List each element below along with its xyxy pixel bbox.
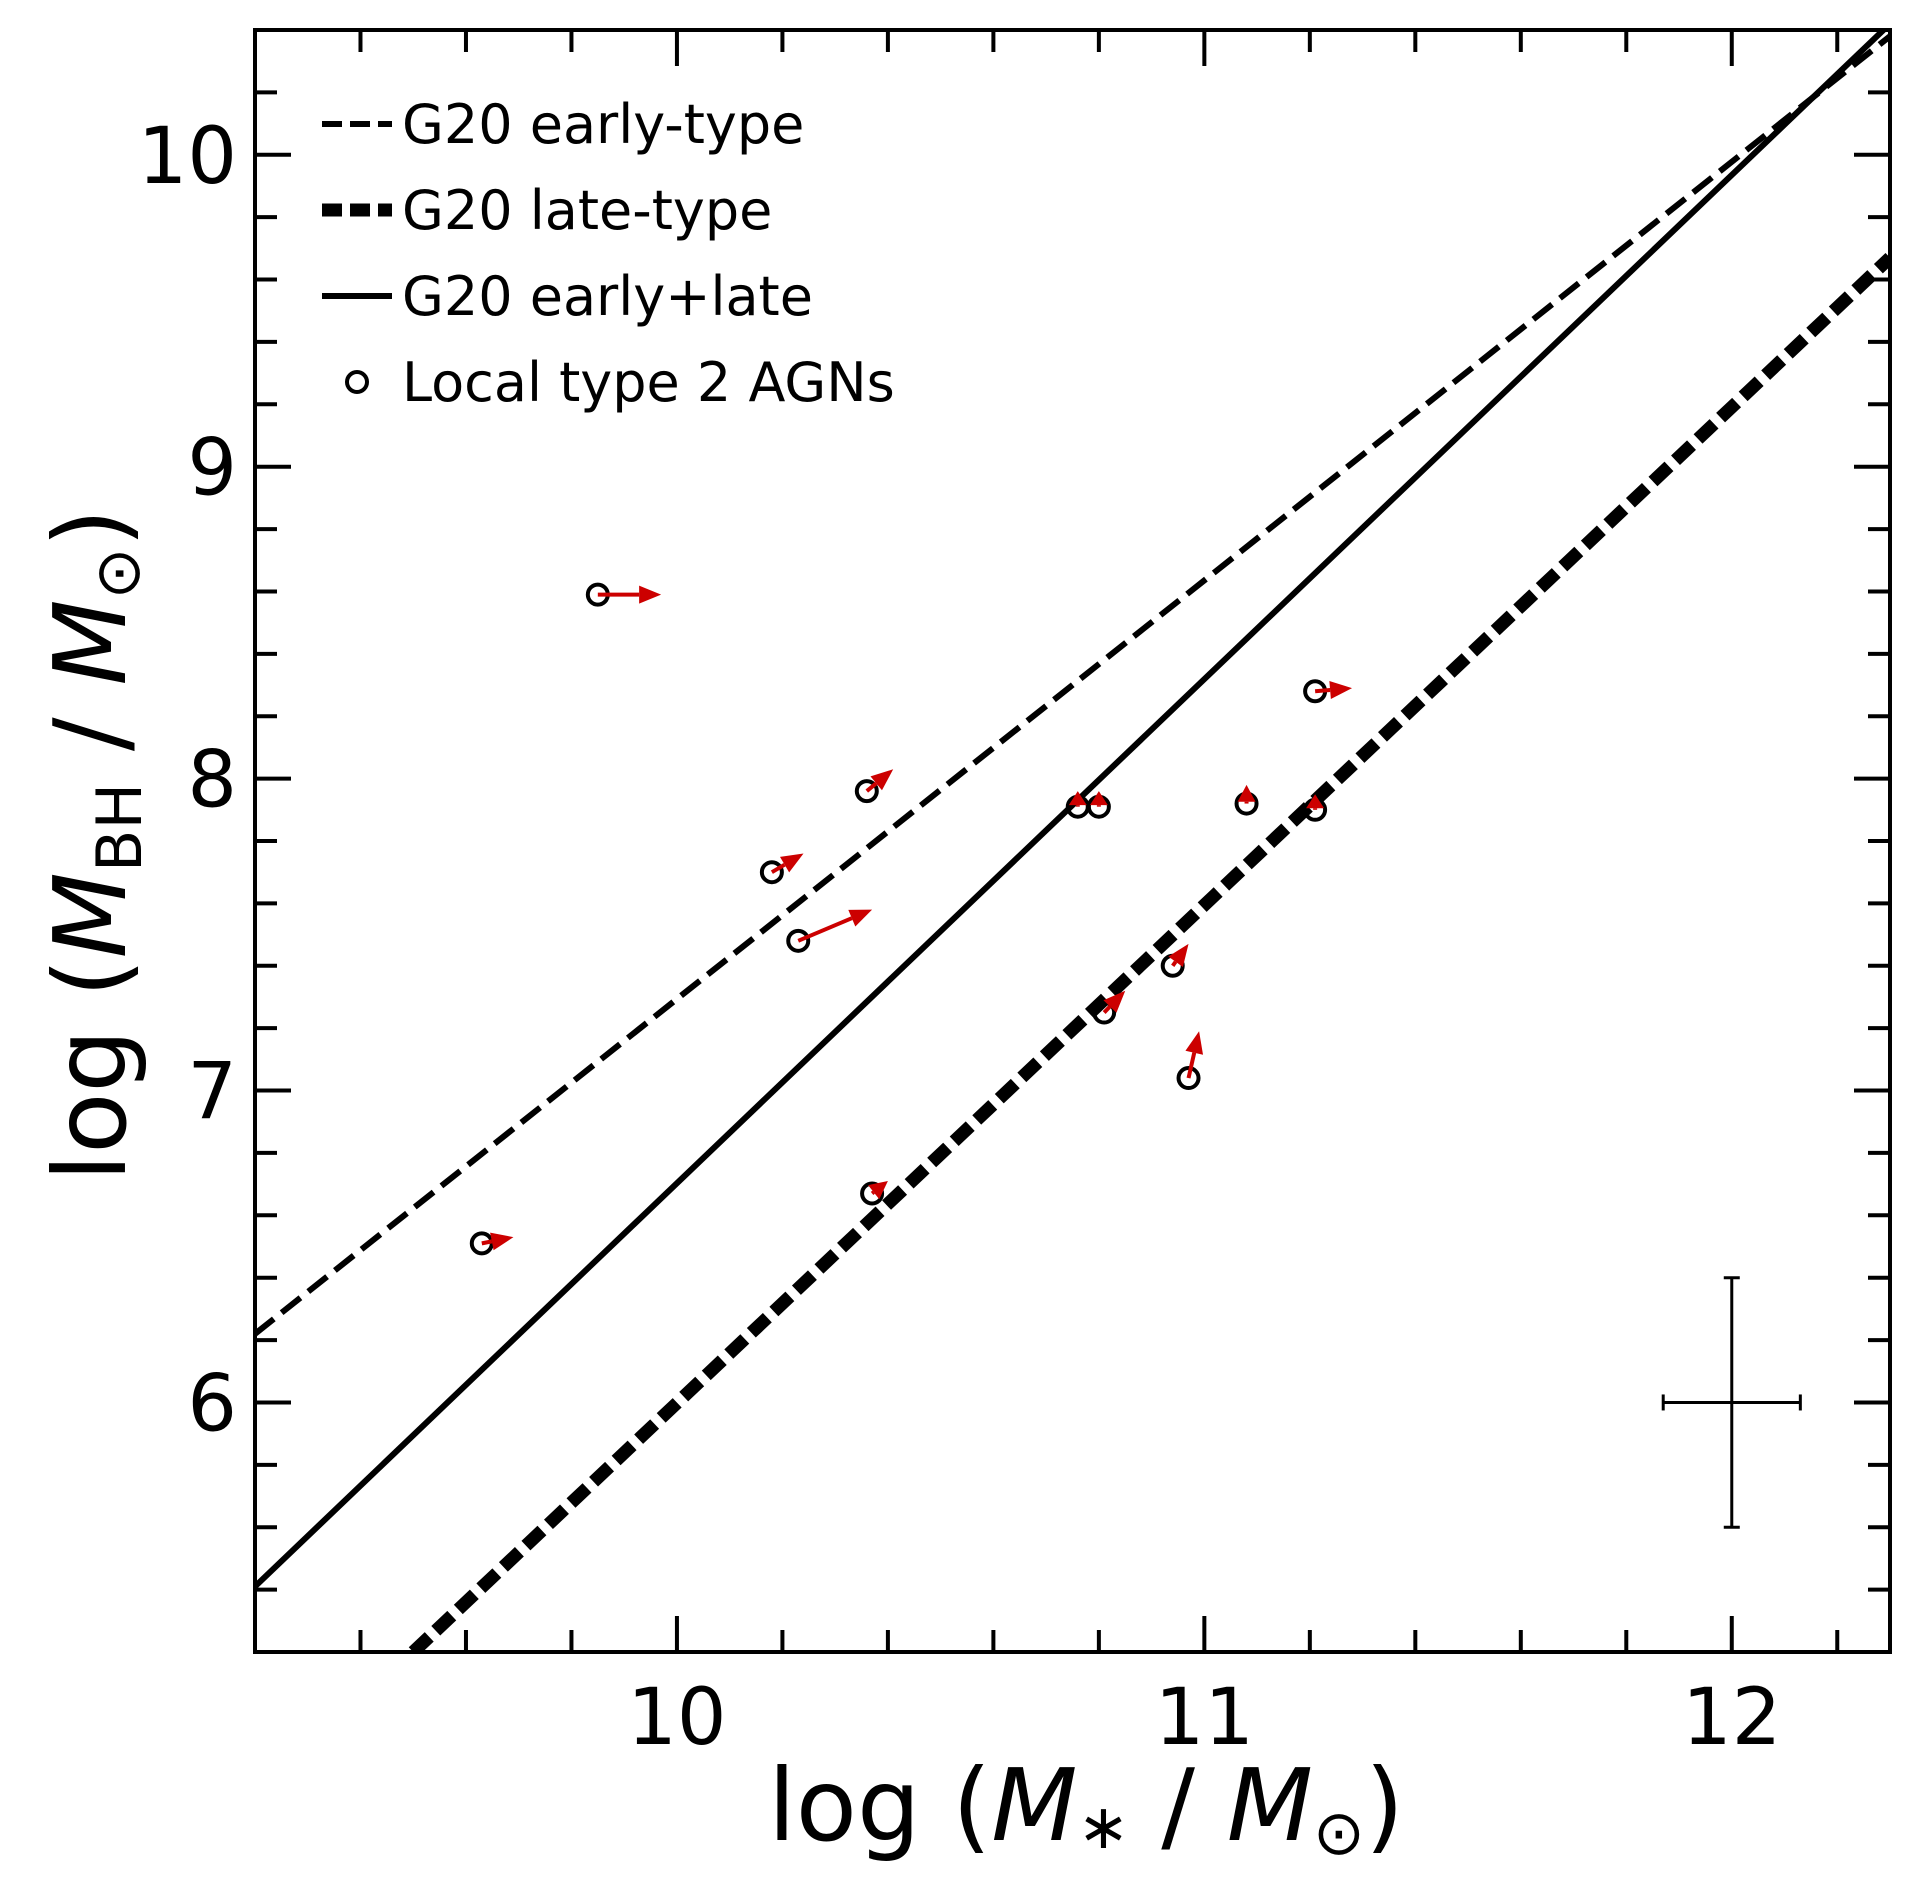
shift-arrow-head <box>868 1180 888 1200</box>
shift-arrow-shaft <box>1314 688 1331 694</box>
x-tick-label: 12 <box>1682 1673 1781 1763</box>
shift-arrow-shaft <box>865 781 878 793</box>
y-tick-label: 10 <box>138 112 237 202</box>
plot-points <box>469 582 1353 1256</box>
shift-arrow-head <box>1089 791 1108 806</box>
y-tick-label: 8 <box>187 736 237 826</box>
shift-arrow-head <box>1306 794 1325 809</box>
shift-arrow-head <box>870 769 894 791</box>
y-tick-labels: 6 7 8 9 10 <box>138 112 237 1450</box>
plot-frame <box>253 28 1892 1654</box>
shift-arrow-shaft <box>1186 1052 1197 1079</box>
shift-arrow-head <box>1103 990 1126 1013</box>
data-point <box>860 1181 885 1206</box>
shift-arrow-head <box>1168 943 1189 968</box>
y-axis-title: log (MBH / M⊙) <box>32 508 156 1181</box>
series-line-dashed <box>255 33 1890 1337</box>
error-bar <box>1661 1276 1802 1529</box>
shift-arrow-head <box>1329 681 1353 699</box>
y-tick-label: 9 <box>187 424 237 514</box>
x-tick-label: 11 <box>1155 1673 1254 1763</box>
x-tick-label: 10 <box>627 1673 726 1763</box>
data-point <box>1092 1000 1117 1025</box>
legend-circle-marker <box>345 370 369 394</box>
x-axis-title: log (M∗ / M⊙) <box>768 1747 1404 1869</box>
y-tick-label: 7 <box>187 1048 237 1138</box>
data-point <box>786 928 811 953</box>
data-point <box>854 779 879 804</box>
legend-label: G20 early-type <box>402 93 804 156</box>
data-point <box>1176 1066 1201 1091</box>
shift-arrow-head <box>1068 791 1087 806</box>
legend-label: G20 early+late <box>402 265 813 328</box>
shift-arrow-head <box>779 853 804 873</box>
shift-arrow-head <box>639 585 662 604</box>
y-tick-label: 6 <box>187 1359 237 1449</box>
legend: G20 early-type G20 late-type G20 early+l… <box>322 93 895 414</box>
shift-arrow-shaft <box>770 862 786 874</box>
shift-arrow-shaft <box>870 1190 875 1196</box>
data-point <box>759 860 784 885</box>
legend-label: Local type 2 AGNs <box>402 351 895 414</box>
shift-arrow-shaft <box>1171 960 1178 967</box>
shift-arrow-head <box>1185 1031 1204 1055</box>
x-tick-labels: 10 11 12 <box>627 1673 1781 1763</box>
shift-arrow-shaft <box>1102 1005 1112 1014</box>
shift-arrow-head <box>1237 784 1256 802</box>
series-line-thick-dashed <box>408 252 1890 1652</box>
shift-arrow-shaft <box>481 1239 493 1246</box>
legend-label: G20 late-type <box>402 179 772 242</box>
shift-arrow-shaft <box>797 916 853 943</box>
shift-arrow-head <box>490 1232 514 1251</box>
shift-arrow-head <box>848 909 873 927</box>
